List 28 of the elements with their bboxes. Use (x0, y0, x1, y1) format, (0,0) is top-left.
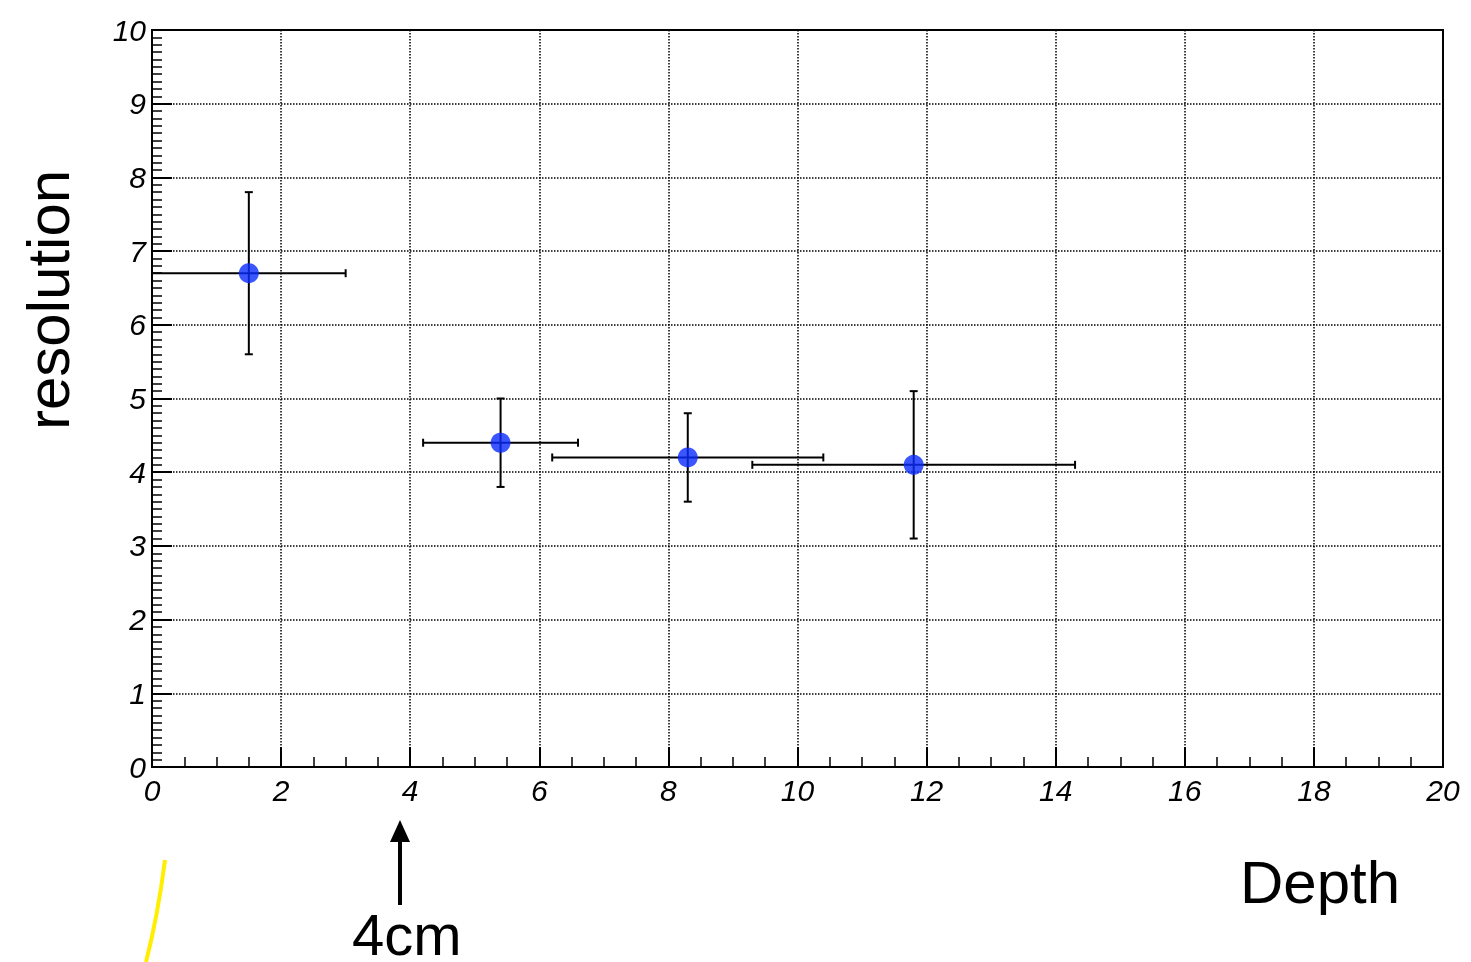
y-tick-label: 3 (129, 529, 147, 563)
x-tick-label: 8 (660, 773, 678, 807)
point (903, 454, 924, 475)
y-tick-label: 1 (129, 676, 146, 710)
point (238, 263, 259, 284)
x-tick-label: 2 (271, 773, 290, 807)
y-axis-title: resolution (14, 169, 82, 430)
x-tick-label: 16 (1168, 773, 1202, 807)
point (490, 432, 511, 453)
x-tick-label: 20 (1425, 773, 1460, 807)
y-tick-label: 4 (129, 455, 146, 489)
y-tick-label: 9 (129, 87, 147, 121)
x-tick-label: 4 (401, 773, 419, 807)
y-tick-label: 2 (128, 603, 147, 637)
x-tick-label: 12 (909, 773, 944, 807)
text: 4cm (352, 901, 462, 962)
y-tick-label: 6 (129, 308, 147, 342)
y-tick-label: 7 (129, 234, 148, 268)
point (677, 447, 698, 468)
x-tick-label: 18 (1297, 773, 1331, 807)
y-tick-label: 10 (112, 13, 147, 47)
x-tick-label: 6 (530, 773, 548, 807)
x-axis-title: Depth (1240, 848, 1401, 916)
x-tick-label: 10 (780, 773, 815, 807)
y-tick-label: 8 (129, 160, 147, 194)
x-tick-label: 14 (1039, 773, 1073, 807)
y-tick-label: 5 (129, 382, 147, 415)
y-tick-label: 0 (129, 750, 147, 784)
